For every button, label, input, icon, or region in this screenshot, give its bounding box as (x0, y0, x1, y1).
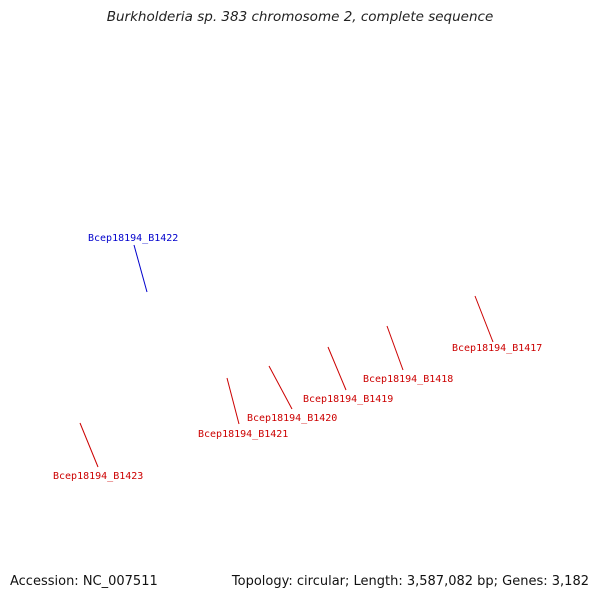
map-title: Burkholderia sp. 383 chromosome 2, compl… (106, 9, 494, 25)
gene-label-bcep18194_b1420: Bcep18194_B1420 (247, 413, 337, 424)
leader-line-bcep18194_b1420 (268, 365, 293, 410)
gene-labels: Bcep18194_B1417 Bcep18194_B1418 Bcep18194_… (53, 233, 542, 482)
gene-label-bcep18194_b1422: Bcep18194_B1422 (88, 233, 178, 244)
leader-line-bcep18194_b1422 (133, 244, 148, 293)
gene-label-bcep18194_b1421: Bcep18194_B1421 (198, 429, 288, 440)
gene-label-bcep18194_b1419: Bcep18194_B1419 (303, 394, 393, 405)
leader-line-bcep18194_b1417 (474, 295, 494, 343)
accession-text: Accession: NC_007511 (10, 574, 158, 589)
leader-line-bcep18194_b1418 (386, 325, 404, 371)
gene-label-bcep18194_b1418: Bcep18194_B1418 (363, 374, 453, 385)
gene-label-bcep18194_b1417: Bcep18194_B1417 (452, 343, 542, 354)
leader-line-bcep18194_b1421 (226, 377, 240, 425)
leader-line-bcep18194_b1419 (327, 346, 347, 391)
leader-line-bcep18194_b1423 (79, 422, 99, 468)
gene-label-bcep18194_b1423: Bcep18194_B1423 (53, 471, 143, 482)
genome-summary-text: Topology: circular; Length: 3,587,082 bp… (231, 574, 589, 589)
